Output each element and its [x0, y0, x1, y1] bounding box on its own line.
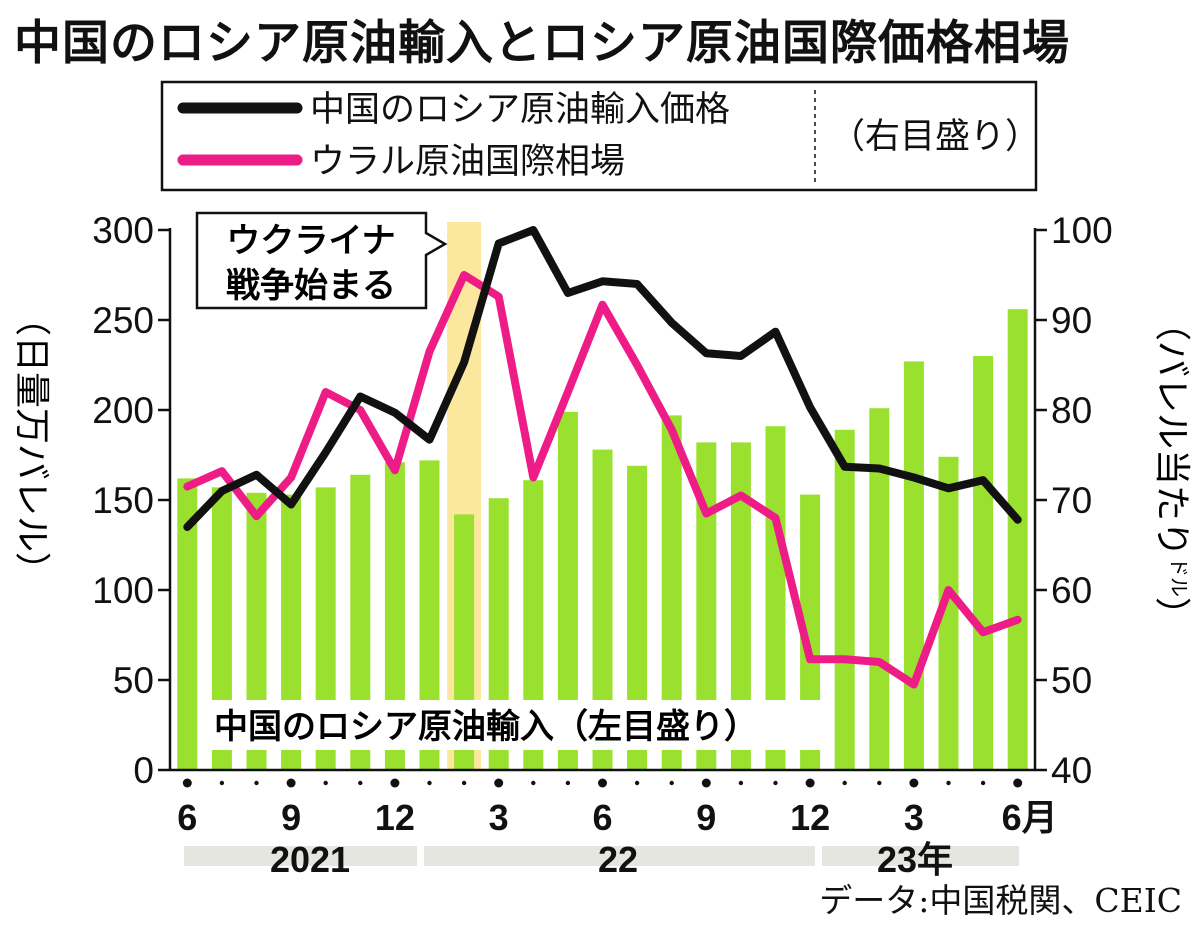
legend: 中国のロシア原油輸入価格 ウラル原油国際相場 （右目盛り） — [160, 80, 1040, 192]
left-tick-label-250: 250 — [92, 300, 154, 341]
right-tick-label-70: 70 — [1051, 480, 1092, 521]
bar-2023-06 — [1007, 309, 1028, 770]
war-annotation: ウクライナ 戦争始まる — [195, 211, 448, 310]
year-label-2023: 23年 — [877, 839, 953, 880]
bar-2021-11 — [350, 474, 371, 770]
right-axis-label-main: （バレル当たり — [1151, 305, 1192, 557]
month-dot-2022-04 — [531, 780, 536, 786]
bar-2022-01 — [419, 460, 440, 770]
bar-2021-07 — [211, 487, 232, 770]
month-dot-2021-06 — [182, 778, 192, 788]
svg-text:（バレル当たりドル）: （バレル当たりドル） — [1151, 305, 1192, 633]
month-dot-2022-10 — [738, 780, 744, 786]
month-dot-2023-06 — [1013, 778, 1023, 788]
left-tick-label-100: 100 — [92, 570, 154, 611]
month-dot-2022-03 — [494, 778, 504, 788]
source-note: データ:中国税関、CEIC — [819, 881, 1182, 920]
legend-price-label: 中国のロシア原油輸入価格 — [310, 90, 730, 130]
x-tick-label-2021-06: 6 — [177, 797, 197, 838]
bar-2023-03 — [903, 361, 924, 770]
year-label-2021: 2021 — [270, 839, 350, 880]
bar-series-label-text: 中国のロシア原油輸入（左目盛り） — [214, 707, 758, 747]
bar-label-bg — [206, 700, 828, 750]
month-dot-2022-06 — [598, 778, 607, 788]
x-tick-label-2021-09: 9 — [281, 797, 301, 838]
month-dot-2021-12 — [390, 778, 400, 788]
x-tick-label-2022-06: 6 — [592, 797, 612, 838]
month-dot-2023-02 — [877, 780, 882, 786]
right-tick-label-100: 100 — [1051, 210, 1113, 251]
market-price-line — [183, 271, 1022, 689]
month-dot-2022-07 — [634, 780, 640, 786]
bar-2023-02 — [869, 408, 890, 770]
bar-2023-01 — [834, 429, 855, 770]
month-dot-2022-09 — [701, 778, 711, 788]
annotation-line1: ウクライナ — [226, 221, 395, 261]
x-tick-label-2021-12: 12 — [375, 797, 415, 838]
left-axis-label: （日量万バレル） — [11, 300, 52, 588]
bar-2022-06 — [592, 449, 613, 770]
x-tick-label-2023-06: 6月 — [1002, 797, 1058, 838]
x-tick-label-2022-09: 9 — [696, 797, 716, 838]
year-band-2021 — [184, 846, 417, 866]
year-band-2022 — [424, 846, 815, 866]
month-dot-2022-01 — [427, 780, 432, 786]
month-dot-2022-02 — [461, 780, 467, 786]
x-tick-label-2022-03: 3 — [489, 797, 509, 838]
bar-2022-09 — [696, 442, 717, 770]
chart-title: 中国のロシア原油輸入とロシア原油国際価格相場 — [14, 16, 1070, 71]
month-dot-2021-11 — [358, 780, 363, 786]
right-axis-close: ） — [1151, 597, 1192, 633]
legend-box — [160, 80, 1038, 192]
bar-2022-08 — [661, 415, 682, 770]
right-tick-label-80: 80 — [1051, 390, 1092, 431]
month-dot-2023-04 — [946, 780, 951, 786]
month-dot-2023-01 — [842, 780, 847, 786]
month-dot-2021-07 — [219, 780, 225, 786]
legend-right-axis-note: （右目盛り） — [830, 117, 1040, 157]
left-tick-label-150: 150 — [92, 480, 154, 521]
import-price-line — [183, 226, 1022, 531]
bar-2022-04 — [523, 480, 544, 770]
bar-2023-05 — [973, 356, 994, 770]
x-tick-label-2022-12: 12 — [790, 797, 830, 838]
left-tick-label-300: 300 — [92, 210, 154, 251]
right-tick-label-40: 40 — [1051, 750, 1092, 791]
left-tick-label-0: 0 — [133, 750, 154, 791]
right-axis-label: （バレル当たりドル） — [1151, 305, 1192, 633]
annotation-box — [195, 211, 448, 310]
bar-2023-04 — [938, 456, 959, 770]
left-tick-label-200: 200 — [92, 390, 154, 431]
annotation-line2: 戦争始まる — [226, 266, 396, 306]
bar-series-label: 中国のロシア原油輸入（左目盛り） — [206, 700, 828, 750]
right-tick-label-90: 90 — [1051, 300, 1092, 341]
month-dot-2023-05 — [980, 780, 986, 786]
right-axis-unit: ドル — [1167, 557, 1191, 597]
bar-2021-06 — [177, 478, 198, 770]
year-label-2022: 22 — [598, 839, 638, 880]
x-tick-label-2023-03: 3 — [904, 797, 924, 838]
bar-2021-10 — [315, 487, 336, 770]
month-dot-2022-12 — [805, 778, 815, 788]
bar-2022-05 — [557, 411, 578, 770]
legend-market-label: ウラル原油国際相場 — [310, 142, 625, 182]
month-dot-2021-08 — [254, 780, 259, 786]
month-dot-2021-09 — [286, 778, 296, 788]
month-dot-2023-03 — [909, 778, 919, 788]
month-dot-2022-05 — [565, 780, 571, 786]
bar-2022-07 — [627, 465, 648, 770]
bar-2022-10 — [730, 442, 751, 770]
month-dot-2021-10 — [323, 780, 328, 786]
bar-2021-12 — [384, 462, 405, 770]
year-band-2023 — [822, 846, 1019, 866]
right-tick-label-60: 60 — [1051, 570, 1092, 611]
month-dot-2022-11 — [773, 780, 778, 786]
left-tick-label-50: 50 — [113, 660, 154, 701]
right-tick-label-50: 50 — [1051, 660, 1092, 701]
month-dot-2022-08 — [669, 780, 674, 786]
